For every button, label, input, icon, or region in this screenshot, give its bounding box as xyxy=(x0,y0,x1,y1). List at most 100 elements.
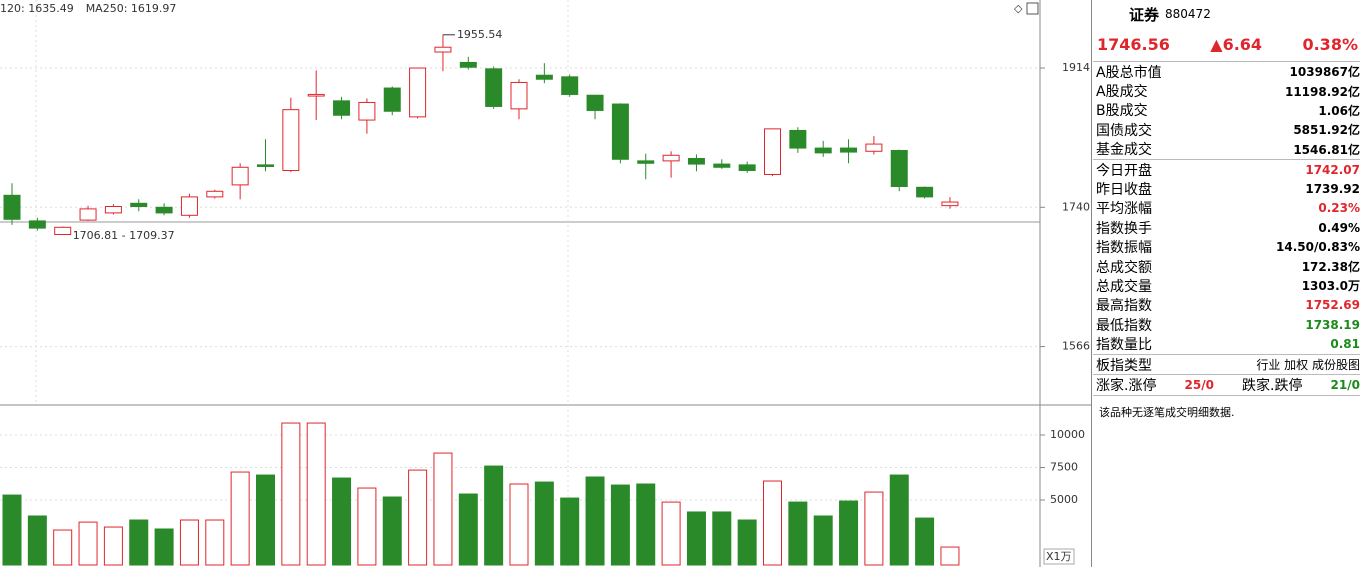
icon[interactable] xyxy=(1026,2,1039,15)
pct: 0.38% xyxy=(1302,35,1358,54)
value: 1303.0万 xyxy=(1301,279,1360,294)
volume-bar xyxy=(712,511,732,566)
candle-body xyxy=(383,87,401,112)
info-row: A股总市值 1039867亿 xyxy=(1093,62,1360,81)
change: ▲6.64 xyxy=(1210,35,1263,54)
volume-bar xyxy=(205,519,225,566)
label: 今日开盘 xyxy=(1096,162,1152,179)
info-row: 国债成交 5851.92亿 xyxy=(1093,120,1360,139)
value: 1738.19 xyxy=(1305,317,1360,332)
volume-bar xyxy=(154,528,174,566)
volume-bar xyxy=(306,422,326,566)
candle-body xyxy=(789,129,807,149)
label: 最低指数 xyxy=(1096,317,1152,334)
chart-bg xyxy=(0,0,1092,567)
candle-body xyxy=(865,143,883,152)
quote: 1746.56 ▲6.64 0.38% xyxy=(1093,28,1360,62)
info-row: 最低指数 1738.19 xyxy=(1093,315,1360,334)
candle-body xyxy=(485,68,503,107)
info-row: 总成交量 1303.0万 xyxy=(1093,276,1360,295)
label: 总成交额 xyxy=(1096,259,1152,276)
ma-label: MA250: 1619.97 xyxy=(86,2,177,15)
code: 880472 xyxy=(1165,7,1211,21)
volume-bar xyxy=(864,491,884,566)
high-label: 1955.54 xyxy=(457,28,503,41)
volume-bar xyxy=(332,477,352,566)
candle-body xyxy=(535,74,553,80)
candle-body xyxy=(916,186,934,198)
candle-body xyxy=(764,128,781,175)
volume-bar xyxy=(408,469,428,566)
label: 基金成交 xyxy=(1096,142,1152,159)
header: 证券 880472 xyxy=(1093,0,1360,28)
unit-box xyxy=(1043,548,1075,565)
info-row: B股成交 1.06亿 xyxy=(1093,101,1360,120)
volume-bar xyxy=(788,501,808,566)
volume-bar xyxy=(737,519,757,566)
y-tick-label: 10000 xyxy=(1050,428,1085,441)
value: 14.50/0.83% xyxy=(1276,240,1360,255)
volume-bar xyxy=(357,487,377,566)
value: 1.06亿 xyxy=(1318,103,1360,118)
quote-panel: 证券 880472 1746.56 ▲6.64 0.38% A股总市值 1039867亿… xyxy=(1093,0,1360,567)
y-tick-label: 1740 xyxy=(1062,200,1090,213)
volume-bar xyxy=(103,526,123,566)
volume-bar xyxy=(661,501,681,566)
value: 25/0 xyxy=(1184,377,1214,392)
volume-bar xyxy=(53,529,73,566)
label: 平均涨幅 xyxy=(1096,201,1152,218)
volume-bar xyxy=(433,452,453,566)
label: 跌家.跌停 xyxy=(1242,377,1303,394)
candle-body xyxy=(840,147,858,153)
volume-bar xyxy=(2,494,22,566)
rows: A股总市值 1039867亿 A股成交 11198.92亿 B股成交 1.06亿 国债成交 5… xyxy=(1093,62,1360,355)
candle-body xyxy=(206,190,224,198)
volume-bar xyxy=(560,497,580,566)
candle-body xyxy=(434,46,452,53)
candle-body xyxy=(282,109,300,171)
icon[interactable]: ◇ xyxy=(1014,2,1023,15)
info-row: 最高指数 1752.69 xyxy=(1093,296,1360,315)
candle-body xyxy=(662,154,680,162)
volume-bar xyxy=(915,517,935,566)
label: A股成交 xyxy=(1096,84,1148,101)
candle-body xyxy=(409,67,427,118)
y-tick-label: 1566 xyxy=(1062,340,1090,353)
candle-body xyxy=(814,147,832,154)
value: 0.49% xyxy=(1318,220,1360,235)
info-row: 今日开盘 1742.07 xyxy=(1093,160,1360,179)
volume-bar xyxy=(839,500,859,566)
candle-body xyxy=(28,220,46,229)
volume-bar xyxy=(256,474,275,566)
volume-bar xyxy=(458,493,478,566)
candle-body xyxy=(231,166,249,186)
value: 21/0 xyxy=(1330,377,1360,392)
volume-bar xyxy=(686,511,706,566)
volume-bar xyxy=(763,480,782,566)
y-tick-label: 1914 xyxy=(1062,61,1090,74)
info-row: 总成交额 172.38亿 xyxy=(1093,257,1360,276)
candle-body xyxy=(941,201,959,207)
value: 1546.81亿 xyxy=(1293,142,1360,157)
candle-body xyxy=(687,157,705,165)
candle-body xyxy=(358,101,376,121)
info-row: 指数振幅 14.50/0.83% xyxy=(1093,238,1360,257)
candle-body xyxy=(54,226,72,236)
candle-body xyxy=(3,194,21,220)
value: 172.38亿 xyxy=(1301,260,1360,275)
info-row: 平均涨幅 0.23% xyxy=(1093,199,1360,218)
candle-body xyxy=(713,163,731,168)
ma-label: 120: 1635.49 xyxy=(0,2,74,15)
value: 11198.92亿 xyxy=(1284,84,1360,99)
candle-body xyxy=(79,208,97,221)
note: 该品种无逐笔成交明细数据. xyxy=(1099,405,1235,419)
label: 最高指数 xyxy=(1096,298,1152,315)
info-row: 昨日收盘 1739.92 xyxy=(1093,179,1360,198)
value: 0.23% xyxy=(1318,201,1360,216)
value: 1039867亿 xyxy=(1289,65,1360,80)
links[interactable]: 行业 加权 成份股图 xyxy=(1256,358,1360,373)
candle-body xyxy=(333,100,351,116)
candle-body xyxy=(637,160,655,164)
name: 证券 xyxy=(1129,5,1160,24)
